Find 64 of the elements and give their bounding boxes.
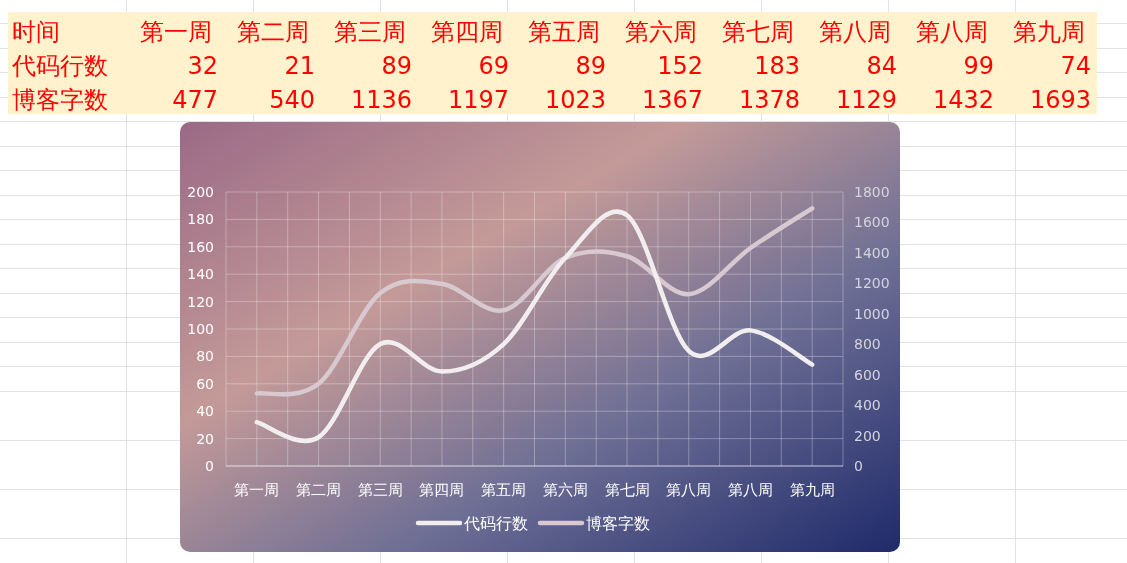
data-label: 477 <box>172 86 218 114</box>
y-tick-label: 100 <box>187 321 214 337</box>
data-label: 69 <box>478 52 509 80</box>
y2-tick-label: 1600 <box>854 214 890 231</box>
x-tick-label: 第八周 <box>666 481 712 499</box>
y-tick-label: 80 <box>196 348 214 365</box>
x-tick-label: 第二周 <box>296 481 342 499</box>
y2-tick-label: 1400 <box>854 244 890 261</box>
x-tick-label: 第八周 <box>915 18 988 46</box>
y2-tick-label: 1200 <box>854 275 890 292</box>
data-label: 1023 <box>544 86 606 114</box>
data-label: 540 <box>269 86 315 114</box>
y-tick-label: 0 <box>205 458 214 474</box>
y-tick-label: 140 <box>187 266 214 283</box>
y2-tick-label: 1800 <box>854 184 890 200</box>
y-tick-label: 160 <box>187 238 214 255</box>
x-tick-label: 第三周 <box>333 18 406 46</box>
data-label: 74 <box>1060 52 1091 80</box>
text: 时间 <box>12 18 60 46</box>
legend-label: 博客字数 <box>586 514 650 533</box>
data-label: 1367 <box>641 86 703 114</box>
y2-tick-label: 200 <box>854 427 881 444</box>
y2-tick-label: 800 <box>854 336 881 353</box>
y2-tick-label: 400 <box>854 397 881 414</box>
data-label: 89 <box>575 52 606 80</box>
x-tick-label: 第八周 <box>727 481 773 499</box>
x-tick-label: 第五周 <box>481 481 527 499</box>
data-label: 152 <box>657 52 703 80</box>
y-tick-label: 120 <box>187 293 214 310</box>
x-tick-label: 第二周 <box>236 18 309 46</box>
data-label: 1693 <box>1029 86 1091 114</box>
data-label: 89 <box>381 52 412 80</box>
x-tick-label: 第一周 <box>234 481 280 499</box>
x-tick-label: 第八周 <box>818 18 891 46</box>
data-label: 99 <box>963 52 994 80</box>
data-label: 84 <box>866 52 897 80</box>
data-label: 1129 <box>835 86 897 114</box>
x-tick-label: 第七周 <box>604 481 650 499</box>
x-tick-label: 第四周 <box>419 481 465 499</box>
x-tick-label: 第四周 <box>430 18 503 46</box>
x-tick-label: 第九周 <box>789 481 835 499</box>
data-label: 1136 <box>350 86 412 114</box>
x-tick-label: 第五周 <box>527 18 600 46</box>
x-tick-label: 第九周 <box>1012 18 1085 46</box>
data-label: 1378 <box>738 86 800 114</box>
data-label: 183 <box>754 52 800 80</box>
x-tick-label: 第六周 <box>624 18 697 46</box>
x-tick-label: 第七周 <box>721 18 794 46</box>
y2-tick-label: 1000 <box>854 305 890 322</box>
x-tick-label: 第一周 <box>139 18 212 46</box>
data-label: 32 <box>187 52 218 80</box>
y-tick-label: 180 <box>187 211 214 228</box>
data-label: 1197 <box>447 86 509 114</box>
x-tick-label: 第六周 <box>542 481 588 499</box>
data-label: 21 <box>284 52 315 80</box>
y-tick-label: 20 <box>196 430 214 447</box>
x-tick-label: 第三周 <box>357 481 403 499</box>
y2-tick-label: 600 <box>854 366 881 383</box>
y2-tick-label: 0 <box>854 458 863 474</box>
data-label: 1432 <box>932 86 994 114</box>
y-tick-label: 40 <box>196 403 214 420</box>
y-tick-label: 200 <box>187 184 214 200</box>
legend-label: 代码行数 <box>463 514 528 533</box>
y-tick-label: 60 <box>196 375 214 392</box>
